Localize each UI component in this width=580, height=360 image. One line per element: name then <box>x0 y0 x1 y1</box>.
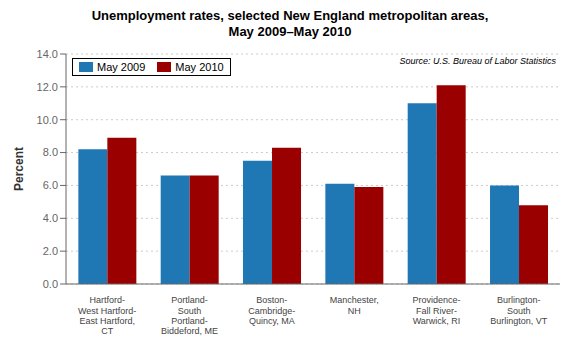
svg-text:6.0: 6.0 <box>43 179 58 191</box>
html-text:May 2009: May 2009 <box>97 61 146 73</box>
svg-text:8.0: 8.0 <box>43 146 58 158</box>
svg-text:Hartford-West Hartford-East Ha: Hartford-West Hartford-East Hartford,CT <box>78 295 136 336</box>
svg-text:Providence-Fall River-Warwick,: Providence-Fall River-Warwick, RI <box>412 295 460 326</box>
svg-text:Boston-Cambridge-Quincy, MA: Boston-Cambridge-Quincy, MA <box>248 295 295 326</box>
svg-text:Percent: Percent <box>12 147 26 191</box>
svg-text:Manchester,NH: Manchester,NH <box>330 295 379 315</box>
svg-text:2.0: 2.0 <box>43 245 58 257</box>
html-text:May 2010: May 2010 <box>175 61 224 73</box>
svg-text:4.0: 4.0 <box>43 212 58 224</box>
svg-text:14.0: 14.0 <box>37 48 58 60</box>
svg-text:0.0: 0.0 <box>43 278 58 290</box>
html-text:Unemployment rates, selected N: Unemployment rates, selected New England… <box>91 8 489 23</box>
svg-text:10.0: 10.0 <box>37 114 58 126</box>
html-text:May 2009–May 2010: May 2009–May 2010 <box>228 24 352 39</box>
svg-text:Burlington-SouthBurlington, VT: Burlington-SouthBurlington, VT <box>490 295 548 326</box>
svg-text:Portland-SouthPortland-Biddefo: Portland-SouthPortland-Biddeford, ME <box>161 295 218 336</box>
html-text:Source: U.S. Bureau of Labor S: Source: U.S. Bureau of Labor Statistics <box>399 56 556 66</box>
svg-text:12.0: 12.0 <box>37 81 58 93</box>
